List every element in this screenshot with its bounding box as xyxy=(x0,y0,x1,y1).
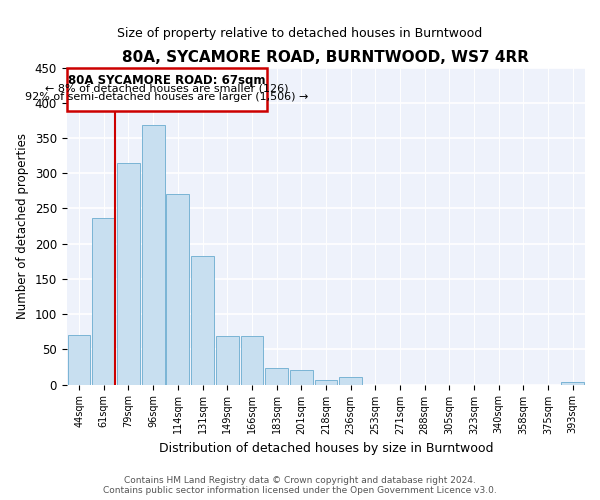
Bar xyxy=(339,377,362,384)
Y-axis label: Number of detached properties: Number of detached properties xyxy=(16,133,29,319)
Text: 92% of semi-detached houses are larger (1,506) →: 92% of semi-detached houses are larger (… xyxy=(25,92,308,102)
Text: Size of property relative to detached houses in Burntwood: Size of property relative to detached ho… xyxy=(118,28,482,40)
X-axis label: Distribution of detached houses by size in Burntwood: Distribution of detached houses by size … xyxy=(158,442,493,455)
Bar xyxy=(191,256,214,384)
Text: ← 8% of detached houses are smaller (126): ← 8% of detached houses are smaller (126… xyxy=(45,83,289,93)
Text: 80A SYCAMORE ROAD: 67sqm: 80A SYCAMORE ROAD: 67sqm xyxy=(68,74,266,87)
Bar xyxy=(166,194,189,384)
Bar xyxy=(562,382,584,384)
Bar xyxy=(265,368,288,384)
FancyBboxPatch shape xyxy=(67,68,266,110)
Bar xyxy=(68,336,91,384)
Bar xyxy=(241,336,263,384)
Bar xyxy=(92,218,115,384)
Bar xyxy=(314,380,337,384)
Title: 80A, SYCAMORE ROAD, BURNTWOOD, WS7 4RR: 80A, SYCAMORE ROAD, BURNTWOOD, WS7 4RR xyxy=(122,50,529,65)
Bar xyxy=(117,162,140,384)
Text: Contains HM Land Registry data © Crown copyright and database right 2024.
Contai: Contains HM Land Registry data © Crown c… xyxy=(103,476,497,495)
Bar xyxy=(216,336,239,384)
Bar xyxy=(142,124,164,384)
Bar xyxy=(290,370,313,384)
